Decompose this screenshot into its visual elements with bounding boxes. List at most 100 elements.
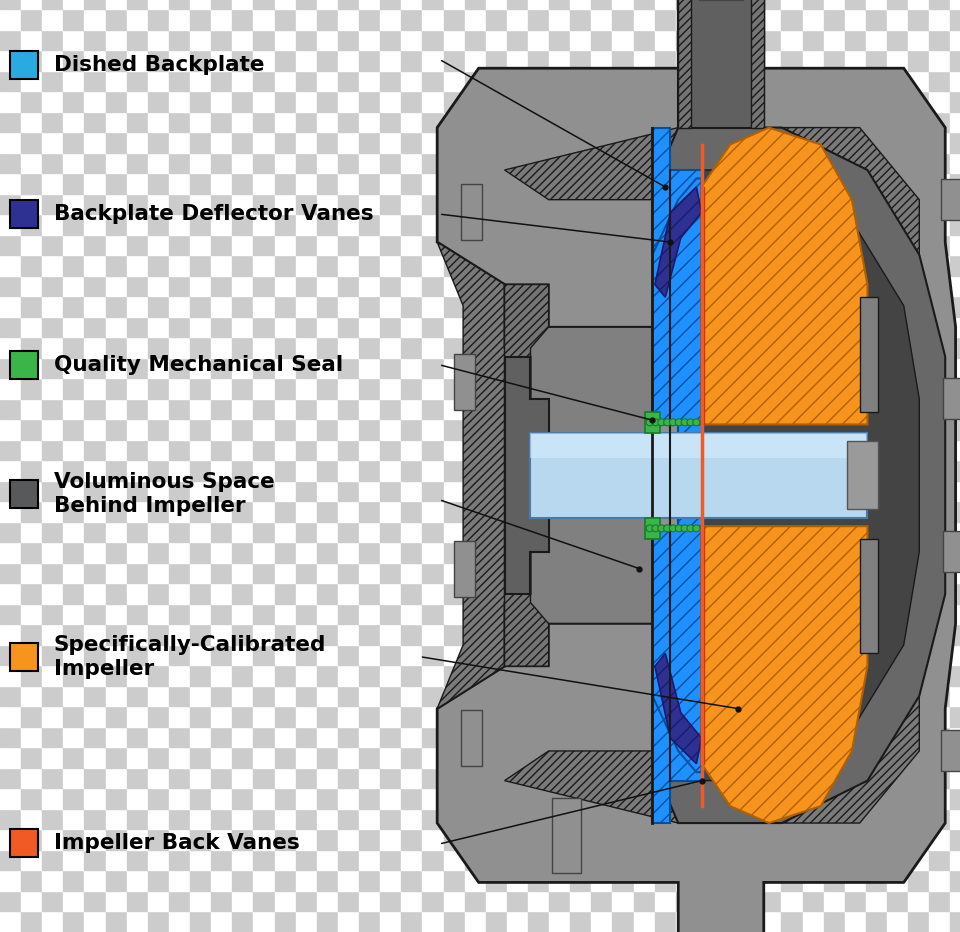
Bar [275,768,296,788]
Bar [739,481,760,501]
Bar [612,563,634,583]
Bar [908,30,929,50]
Bar [84,522,106,542]
Bar [718,727,739,747]
Bar [845,399,866,419]
Bar [781,747,803,768]
Bar [465,788,486,809]
Bar [465,30,486,50]
Bar [422,317,444,337]
Bar [84,829,106,850]
Bar [232,440,253,460]
Bar [760,706,781,727]
Bar [887,0,908,9]
Bar [401,214,422,235]
Bar [380,255,401,276]
Bar [444,460,465,481]
Bar [401,542,422,563]
Bar [444,440,465,460]
Bar [887,399,908,419]
Bar [21,50,42,71]
Bar [570,542,591,563]
Circle shape [646,525,654,532]
Bar [739,645,760,665]
Bar [507,173,528,194]
Bar [697,399,718,419]
Bar [549,255,570,276]
Bar [697,9,718,30]
Bar [612,870,634,891]
Bar [676,235,697,255]
Bar [317,358,338,378]
Bar [739,296,760,317]
Bar [655,645,676,665]
Bar [359,378,380,399]
Bar [866,481,887,501]
Bar [655,50,676,71]
Bar [422,173,444,194]
Bar [21,850,42,870]
Bar [84,870,106,891]
Bar [803,173,824,194]
Bar [0,276,21,296]
Bar [803,850,824,870]
Bar [781,173,803,194]
Bar [338,911,359,932]
Bar [359,686,380,706]
Bar [866,112,887,132]
Bar [296,112,317,132]
Bar [0,440,21,460]
Bar [211,132,232,153]
Bar [570,153,591,173]
Bar [275,91,296,112]
Bar [190,542,211,563]
Bar [655,153,676,173]
Bar [42,276,63,296]
Bar [634,501,655,522]
Bar [908,132,929,153]
Bar [422,50,444,71]
Bar [422,501,444,522]
Bar [106,235,127,255]
Bar [21,563,42,583]
Bar [317,132,338,153]
Bar [296,276,317,296]
Bar [950,173,960,194]
Bar [106,501,127,522]
Bar [507,522,528,542]
Bar [507,9,528,30]
Bar [275,850,296,870]
Bar [486,768,507,788]
Bar [359,30,380,50]
Bar [0,501,21,522]
Bar [275,706,296,727]
Bar [528,71,549,91]
Bar [570,624,591,645]
Bar [824,788,845,809]
Bar [570,665,591,686]
Bar [401,501,422,522]
Bar [803,891,824,911]
Bar [401,440,422,460]
Bar [486,542,507,563]
Bar [422,809,444,829]
Bar [21,542,42,563]
Bar [739,788,760,809]
Bar [697,460,718,481]
Bar [401,30,422,50]
Bar [845,460,866,481]
Polygon shape [531,432,868,459]
Bar [359,71,380,91]
Bar [845,829,866,850]
Bar [444,522,465,542]
Bar [465,747,486,768]
Bar [317,706,338,727]
Bar [359,747,380,768]
Bar [317,296,338,317]
Bar [211,686,232,706]
Bar [528,214,549,235]
Bar [0,317,21,337]
Bar [296,9,317,30]
Bar [275,235,296,255]
Bar [591,9,612,30]
